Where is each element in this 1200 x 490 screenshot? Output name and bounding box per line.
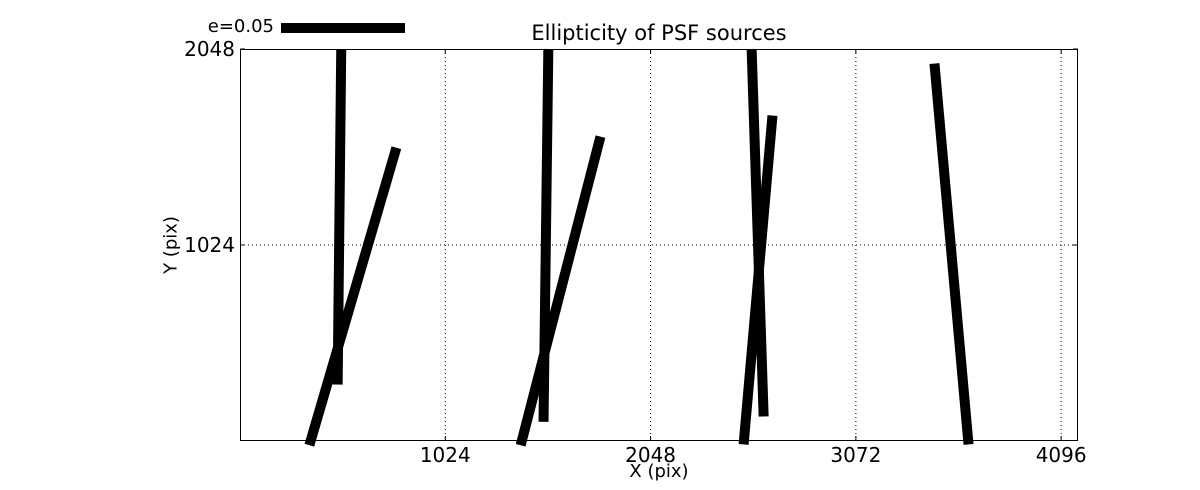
x-axis-label: X (pix): [629, 461, 689, 482]
whisker-line-1: [304, 146, 402, 447]
whisker-line-6: [929, 63, 974, 445]
y-axis-label: Y (pix): [160, 216, 182, 274]
legend: e=0.05: [0, 0, 1200, 40]
x-tick-label-4096: 4096: [1035, 443, 1087, 467]
axes-border: [240, 49, 1078, 441]
plot-svg: [240, 48, 1078, 447]
x-tick-label-1024: 1024: [419, 443, 471, 467]
whisker-line-3: [515, 135, 606, 447]
x-tick-label-3072: 3072: [830, 443, 882, 467]
legend-bar-swatch: [281, 23, 405, 33]
plot-title: Ellipticity of PSF sources: [531, 21, 787, 45]
legend-label: e=0.05: [207, 16, 274, 37]
x-tick-label-2048: 2048: [625, 443, 677, 467]
plot-area: [240, 48, 1078, 447]
whisker-line-0: [332, 48, 347, 385]
y-tick-label-2048: 2048: [184, 37, 235, 61]
y-tick-label-1024: 1024: [184, 233, 235, 257]
whisker-line-5: [738, 115, 778, 445]
